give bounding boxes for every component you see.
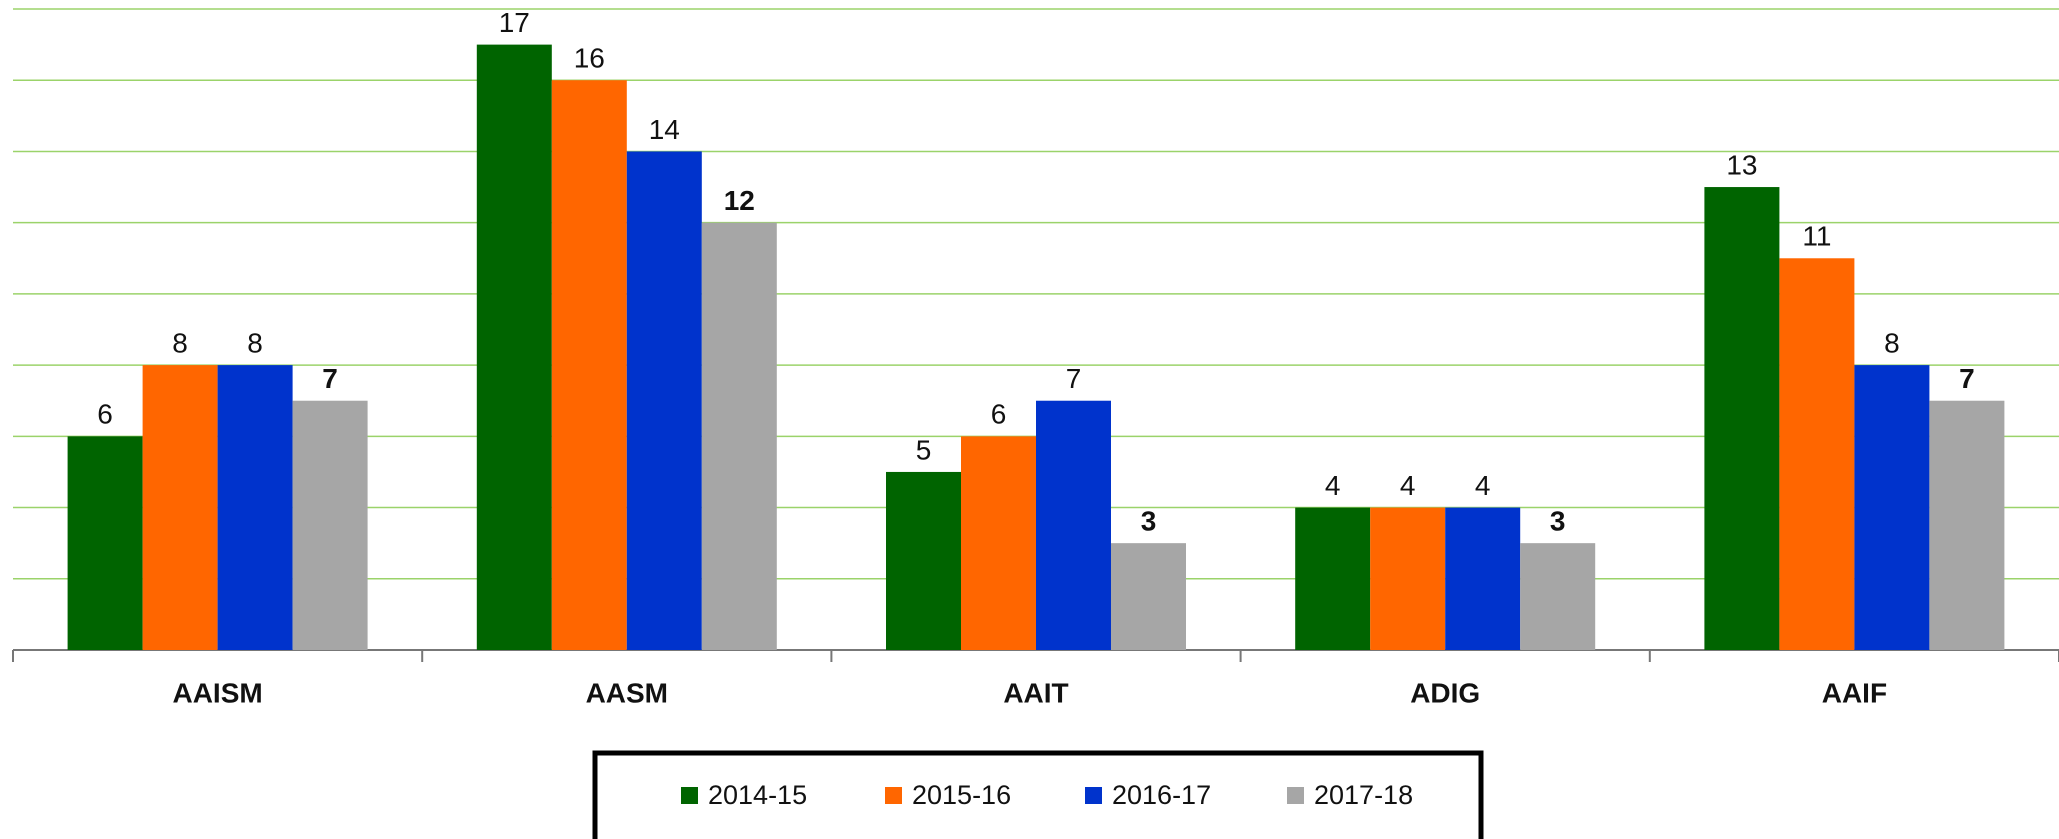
bar	[142, 365, 218, 650]
value-label: 12	[724, 185, 755, 216]
bar	[1111, 543, 1186, 650]
bar	[886, 471, 961, 650]
bar	[1704, 187, 1780, 651]
bar	[551, 80, 627, 650]
legend-swatch	[885, 787, 902, 804]
value-label: 8	[1884, 328, 1900, 359]
bar	[292, 400, 368, 650]
value-label: 14	[649, 114, 680, 145]
value-label: 17	[499, 7, 530, 38]
value-label: 3	[1550, 506, 1566, 537]
bar	[1854, 365, 1930, 650]
legend-label: 2016-17	[1112, 780, 1211, 810]
bar	[1295, 507, 1371, 650]
bar	[1929, 400, 2005, 650]
value-label: 4	[1475, 470, 1491, 501]
value-label: 4	[1400, 470, 1416, 501]
value-label: 13	[1726, 149, 1757, 180]
bar	[701, 222, 777, 650]
bar	[1779, 258, 1855, 650]
value-label: 5	[916, 434, 932, 465]
legend-label: 2014-15	[708, 780, 807, 810]
legend-label: 2017-18	[1314, 780, 1413, 810]
bar	[1445, 507, 1521, 650]
legend-swatch	[1085, 787, 1102, 804]
x-tick-label: AASM	[586, 677, 668, 708]
bar	[1036, 400, 1111, 650]
value-label: 11	[1802, 221, 1831, 252]
x-tick-label: AAISM	[172, 677, 262, 708]
x-tick-label: ADIG	[1410, 677, 1480, 708]
value-label: 3	[1141, 506, 1157, 537]
value-label: 4	[1325, 470, 1341, 501]
x-tick-label: AAIT	[1003, 677, 1068, 708]
value-label: 7	[1066, 363, 1082, 394]
value-label: 6	[991, 399, 1007, 430]
bar	[626, 151, 702, 650]
bar	[217, 365, 293, 650]
x-tick-label: AAIF	[1822, 677, 1887, 708]
legend-label: 2015-16	[912, 780, 1011, 810]
bar	[67, 436, 143, 650]
bar	[961, 436, 1036, 650]
value-label: 7	[1959, 363, 1975, 394]
legend-swatch	[1287, 787, 1304, 804]
value-label: 8	[172, 328, 188, 359]
bar	[1520, 543, 1596, 650]
bar	[1370, 507, 1446, 650]
value-label: 16	[574, 43, 605, 74]
bar	[476, 44, 552, 651]
value-label: 7	[322, 363, 338, 394]
legend-box	[592, 750, 1484, 839]
value-label: 6	[97, 399, 113, 430]
legend-swatch	[681, 787, 698, 804]
value-label: 8	[247, 328, 263, 359]
